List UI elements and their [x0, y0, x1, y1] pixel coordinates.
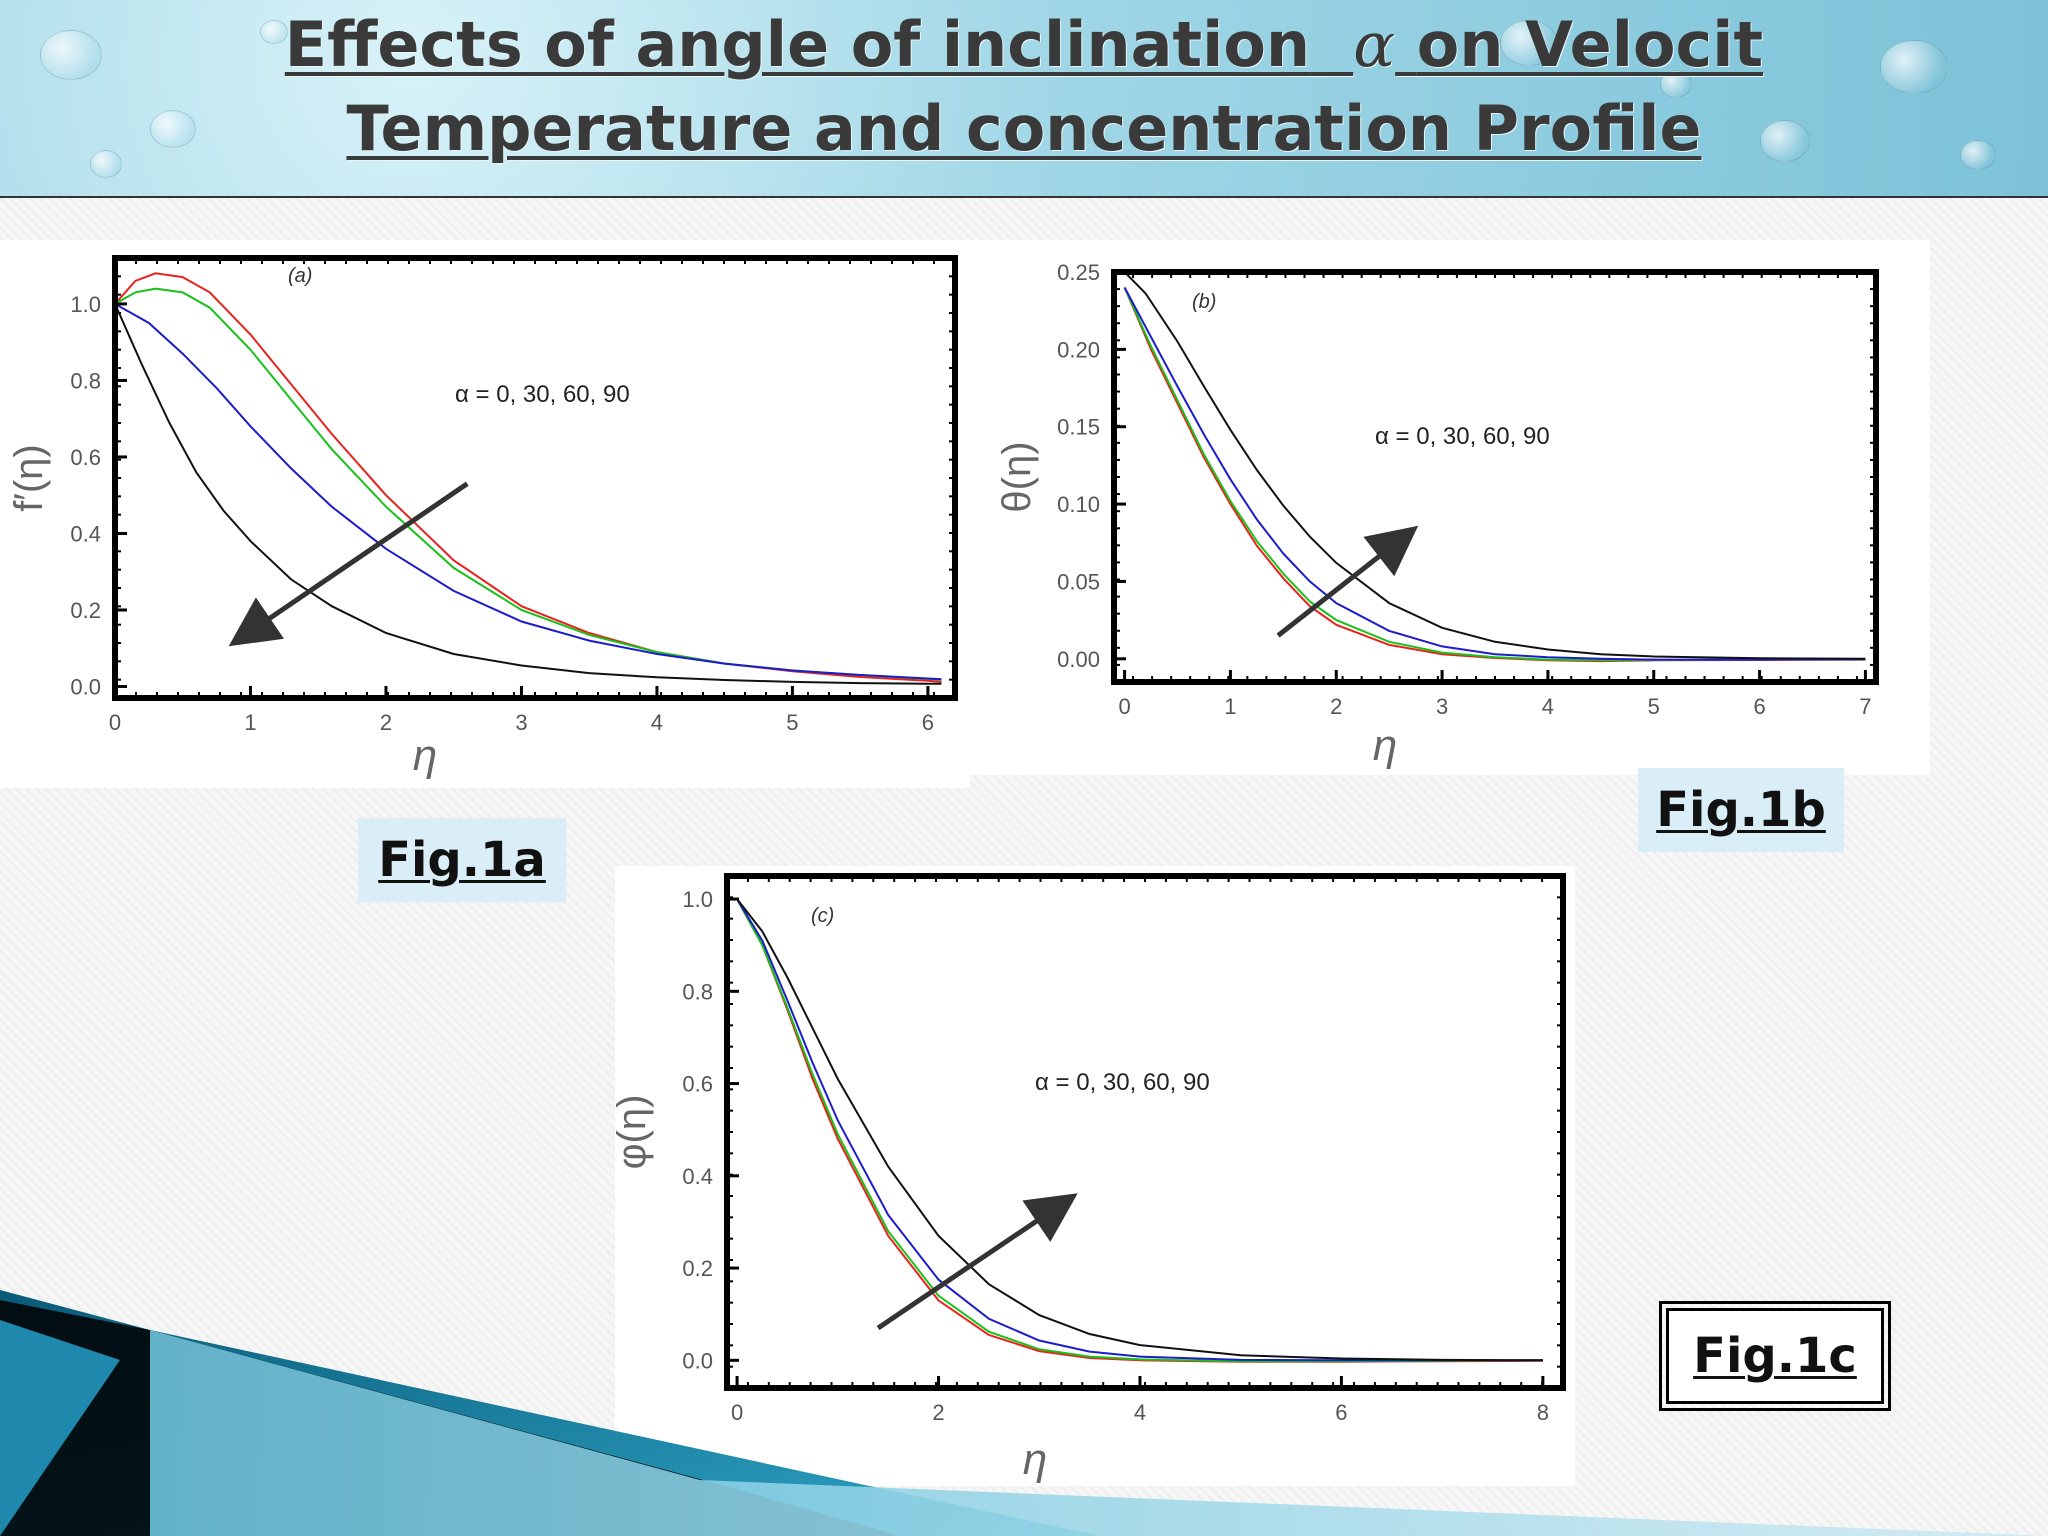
series-line-3 — [118, 308, 942, 685]
y-tick-label: 0.2 — [70, 598, 101, 623]
series-line-1 — [736, 898, 1543, 1363]
y-tick-label: 0.4 — [70, 521, 101, 546]
y-tick-label: 0.2 — [682, 1256, 713, 1281]
y-tick-label: 0.0 — [70, 675, 101, 700]
fig-1b-label: Fig.1b — [1638, 768, 1844, 852]
chart-b: 0 1 2 3 4 5 6 7 0.00 0.05 0.10 0.15 0.20 0.25 α = 0, 3… — [970, 240, 1930, 775]
y-axis-label: f′(η) — [7, 444, 51, 512]
y-tick-label: 0.05 — [1057, 569, 1100, 594]
panel-label: (b) — [1192, 291, 1216, 313]
y-tick-label: 0.8 — [682, 979, 713, 1004]
alpha-annotation: α = 0, 30, 60, 90 — [455, 381, 630, 408]
x-tick-label: 6 — [1335, 1400, 1347, 1425]
x-tick-label: 5 — [1648, 694, 1660, 719]
x-tick-label: 7 — [1859, 694, 1871, 719]
x-tick-label: 8 — [1537, 1400, 1549, 1425]
trend-arrow — [876, 1193, 1078, 1331]
title-line-2: Temperature and concentration Profile — [346, 92, 1702, 165]
series-line-2 — [736, 898, 1543, 1362]
alpha-annotation: α = 0, 30, 60, 90 — [1035, 1069, 1210, 1096]
fig-1a-label: Fig.1a — [358, 818, 566, 902]
x-tick-label: 3 — [1436, 694, 1448, 719]
x-tick-label: 2 — [932, 1400, 944, 1425]
series-line-1 — [1123, 287, 1866, 662]
y-axis-label: θ(η) — [995, 441, 1039, 512]
chart-background — [970, 240, 1930, 775]
fig-1c-label: Fig.1c — [1659, 1301, 1891, 1411]
chart-c: 0 2 4 6 8 0.0 0.2 0.4 0.6 0.8 1.0 α = 0, 30, 60, 90… — [615, 866, 1575, 1486]
decorative-swoosh — [0, 1290, 2048, 1536]
series-line-3 — [736, 898, 1543, 1362]
y-tick-label: 0.20 — [1057, 337, 1100, 362]
alpha-symbol: α — [1353, 8, 1396, 81]
y-axis-label: φ(η) — [615, 1095, 654, 1170]
y-tick-label: 0.25 — [1057, 260, 1100, 285]
y-tick-label: 1.0 — [70, 292, 101, 317]
series-line-3 — [1126, 275, 1866, 660]
y-tick-label: 0.00 — [1057, 647, 1100, 672]
y-tick-label: 0.6 — [682, 1072, 713, 1097]
x-tick-label: 4 — [1542, 694, 1554, 719]
title-banner: Effects of angle of inclination α on Vel… — [0, 0, 2048, 198]
x-tick-label: 3 — [515, 710, 527, 735]
x-tick-label: 6 — [1753, 694, 1765, 719]
x-tick-label: 0 — [731, 1400, 743, 1425]
title-line-1: Effects of angle of inclination α on Vel… — [284, 8, 1764, 81]
trend-arrow — [1276, 525, 1419, 638]
panel-label: (a) — [288, 265, 312, 287]
x-tick-label: 5 — [786, 710, 798, 735]
series-line-2 — [118, 304, 942, 681]
x-tick-label: 1 — [1224, 694, 1236, 719]
x-tick-label: 4 — [651, 710, 663, 735]
y-tick-label: 0.15 — [1057, 415, 1100, 440]
x-tick-label: 0 — [109, 710, 121, 735]
x-tick-label: 6 — [922, 710, 934, 735]
y-tick-label: 0.4 — [682, 1164, 713, 1189]
y-tick-label: 0.0 — [682, 1348, 713, 1373]
alpha-annotation: α = 0, 30, 60, 90 — [1375, 423, 1550, 450]
y-tick-label: 0.10 — [1057, 492, 1100, 517]
x-axis-label: η — [1023, 1435, 1047, 1484]
y-tick-label: 0.8 — [70, 368, 101, 393]
x-tick-label: 1 — [244, 710, 256, 735]
x-tick-label: 2 — [1330, 694, 1342, 719]
panel-label: (c) — [811, 905, 834, 927]
chart-a: 0 1 2 3 4 5 6 0.0 0.2 0.4 0.6 0.8 1.0 α = 0, 30, 60, … — [0, 240, 970, 788]
trend-arrow — [228, 481, 469, 647]
x-axis-label: η — [413, 731, 437, 780]
x-axis-label: η — [1373, 721, 1397, 770]
x-tick-label: 2 — [380, 710, 392, 735]
series-line-2 — [1123, 287, 1866, 661]
y-tick-label: 0.6 — [70, 445, 101, 470]
y-tick-label: 1.0 — [682, 887, 713, 912]
x-tick-label: 4 — [1134, 1400, 1146, 1425]
x-tick-label: 0 — [1118, 694, 1130, 719]
